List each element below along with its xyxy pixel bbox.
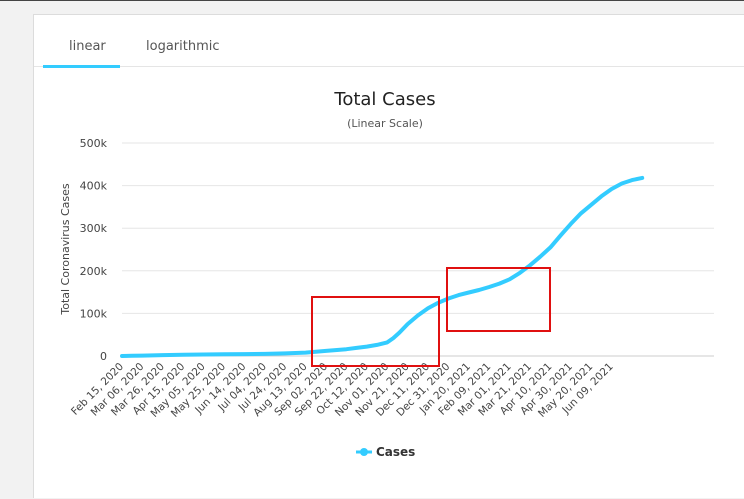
legend-marker: [360, 448, 368, 456]
tab-logarithmic[interactable]: logarithmic: [146, 39, 220, 54]
window-top-border: [0, 0, 744, 1]
highlight-box-1: [311, 296, 440, 367]
series-line-cases[interactable]: [120, 175, 645, 358]
y-axis-label: Total Coronavirus Cases: [59, 183, 72, 316]
y-tick-label: 100k: [80, 307, 108, 320]
tab-linear[interactable]: linear: [69, 39, 106, 54]
active-tab-indicator: [43, 65, 120, 68]
y-tick-label: 200k: [80, 265, 108, 278]
y-tick-label: 300k: [80, 222, 108, 235]
y-tick-label: 0: [100, 350, 107, 363]
scale-tabs: linear logarithmic: [34, 15, 744, 68]
y-tick-label: 500k: [80, 137, 108, 150]
chart-title: Total Cases: [333, 89, 435, 110]
highlight-box-2: [446, 267, 551, 332]
legend-label: Cases: [376, 445, 415, 459]
total-cases-chart: Total Cases (Linear Scale) Total Coronav…: [59, 89, 714, 459]
chart-subtitle: (Linear Scale): [347, 117, 423, 130]
chart-card: linear logarithmic Total Cases (Linear S…: [33, 14, 744, 498]
legend[interactable]: Cases: [356, 445, 415, 459]
y-tick-label: 400k: [80, 180, 108, 193]
